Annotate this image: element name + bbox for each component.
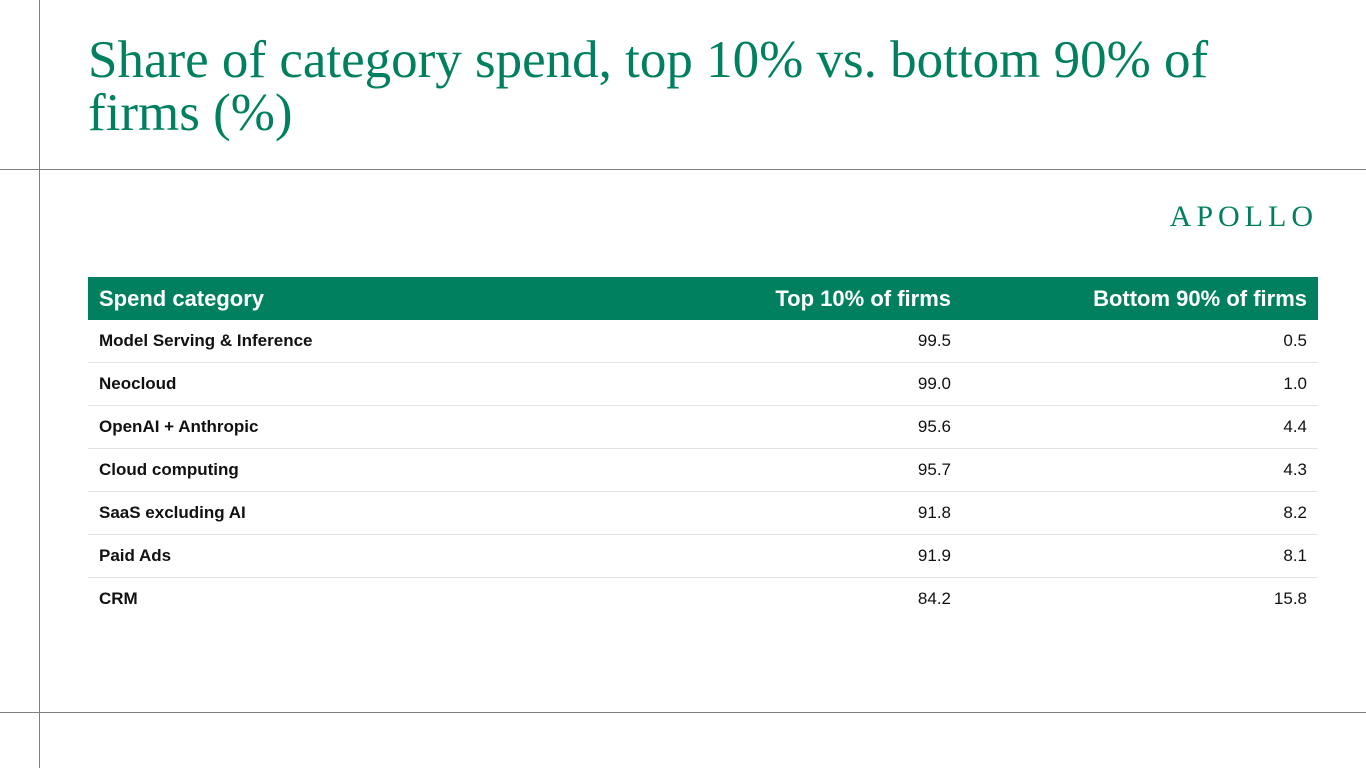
category-cell: Cloud computing bbox=[88, 448, 608, 492]
bottom-90-cell: 1.0 bbox=[962, 362, 1318, 406]
table-row: Neocloud 99.0 1.0 bbox=[88, 362, 1318, 406]
column-header-spend-category: Spend category bbox=[88, 277, 608, 320]
top-10-cell: 95.6 bbox=[608, 405, 962, 449]
column-header-top-10: Top 10% of firms bbox=[608, 277, 962, 320]
column-header-bottom-90: Bottom 90% of firms bbox=[962, 277, 1318, 320]
top-10-cell: 84.2 bbox=[917, 589, 951, 608]
category-cell: SaaS excluding AI bbox=[88, 491, 608, 535]
apollo-logo: APOLLO bbox=[1169, 200, 1318, 233]
page-title: Share of category spend, top 10% vs. bot… bbox=[88, 31, 1209, 142]
category-cell: Neocloud bbox=[88, 362, 608, 406]
top-10-cell: 91.9 bbox=[608, 534, 962, 578]
bottom-90-cell: 15.8 bbox=[1273, 589, 1307, 608]
spend-share-table: Spend category Top 10% of firms Bottom 9… bbox=[88, 277, 1318, 620]
bottom-90-cell: 0.5 bbox=[962, 320, 1318, 363]
footer-divider bbox=[0, 712, 1366, 713]
table-row: Model Serving & Inference 99.5 0.5 bbox=[88, 320, 1318, 363]
top-10-cell: 99.0 bbox=[608, 362, 962, 406]
left-vertical-rule bbox=[39, 0, 40, 768]
table-row: Cloud computing 95.7 4.3 bbox=[88, 448, 1318, 492]
top-10-cell: 91.8 bbox=[608, 491, 962, 535]
bottom-90-cell: 8.2 bbox=[962, 491, 1318, 535]
top-10-cell: 95.7 bbox=[608, 448, 962, 492]
table-row: Paid Ads 91.9 8.1 bbox=[88, 534, 1318, 578]
table-row: CRM 84.2 15.8 bbox=[88, 578, 1318, 621]
table-row: SaaS excluding AI 91.8 8.2 bbox=[88, 491, 1318, 535]
table-row: OpenAI + Anthropic 95.6 4.4 bbox=[88, 405, 1318, 449]
bottom-90-cell: 8.1 bbox=[962, 534, 1318, 578]
category-cell: OpenAI + Anthropic bbox=[88, 405, 608, 449]
category-cell: Paid Ads bbox=[88, 534, 608, 578]
top-10-cell: 99.5 bbox=[608, 320, 962, 363]
category-cell: CRM bbox=[99, 589, 138, 608]
category-cell: Model Serving & Inference bbox=[88, 320, 608, 363]
table-header-row: Spend category Top 10% of firms Bottom 9… bbox=[88, 277, 1318, 320]
bottom-90-cell: 4.4 bbox=[962, 405, 1318, 449]
bottom-90-cell: 4.3 bbox=[962, 448, 1318, 492]
title-divider bbox=[0, 169, 1366, 170]
